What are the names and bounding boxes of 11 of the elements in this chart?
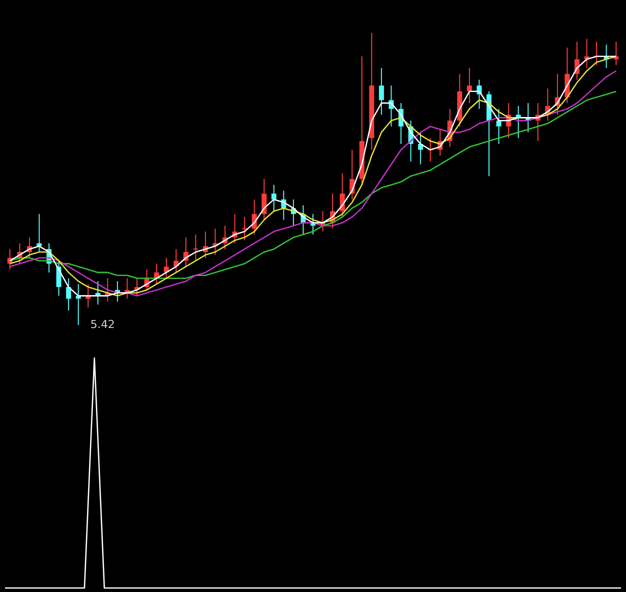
annotation: 5.42	[90, 318, 115, 331]
candlestick	[242, 216, 248, 241]
candlestick	[193, 234, 198, 262]
candlestick	[66, 278, 72, 311]
candlestick	[418, 132, 424, 165]
candlestick	[36, 214, 42, 252]
candlestick	[496, 108, 502, 144]
candlestick	[271, 184, 276, 212]
candlestick	[466, 68, 472, 104]
candlestick	[378, 68, 384, 116]
candlestick	[262, 178, 267, 220]
